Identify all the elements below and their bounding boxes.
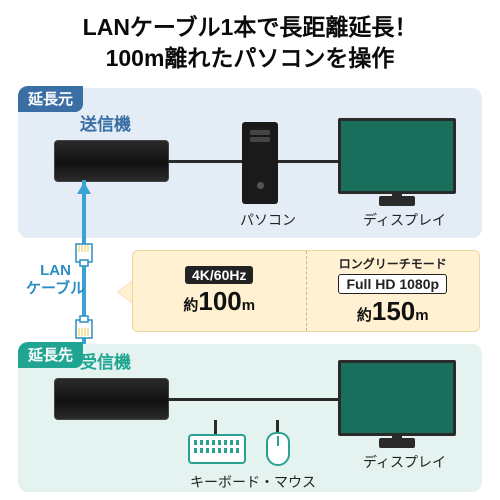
display-caption: ディスプレイ [363, 452, 446, 472]
zone-source: 延長元 送信機 パソコン ディスプレイ [18, 88, 482, 238]
rj45-bottom-icon [74, 314, 94, 340]
zone-destination: 延長先 受信機 ディスプレイ キーボード・マウス [18, 344, 482, 492]
keyboard-icon [188, 434, 246, 464]
mouse-icon [266, 432, 290, 466]
zone-source-label: 延長元 [18, 86, 83, 112]
mode-chip-fhd: Full HD 1080p [338, 274, 447, 294]
display-icon [338, 118, 456, 194]
arrow-up-icon [77, 182, 91, 194]
display-icon [338, 360, 456, 436]
headline-line2: 100m離れたパソコンを操作 [10, 43, 490, 74]
receiver-device [54, 378, 169, 420]
distance-callout: 4K/60Hz 約100m ロングリーチモード Full HD 1080p 約1… [132, 250, 480, 332]
pc-icon [242, 122, 278, 204]
receiver-label: 受信機 [80, 348, 131, 373]
lan-label: LANケーブル [26, 262, 85, 298]
pc-caption: パソコン [240, 210, 296, 230]
km-caption: キーボード・マウス [190, 472, 316, 492]
distance-col-longreach: ロングリーチモード Full HD 1080p 約150m [306, 251, 480, 331]
display-caption: ディスプレイ [363, 210, 446, 230]
zone-dest-label: 延長先 [18, 342, 83, 368]
distance-4k: 約100m [183, 286, 255, 317]
distance-fhd: 約150m [357, 296, 429, 327]
sender-label: 送信機 [80, 110, 131, 135]
longreach-label: ロングリーチモード [339, 255, 447, 272]
distance-col-4k: 4K/60Hz 約100m [133, 251, 306, 331]
cable-line [214, 420, 217, 434]
display-stand [379, 196, 415, 206]
transmitter-device [54, 140, 169, 182]
mode-chip-4k: 4K/60Hz [185, 266, 253, 284]
headline-line1: LANケーブル1本で長距離延長！ [10, 12, 490, 43]
display-stand [379, 438, 415, 448]
cable-line [168, 398, 338, 401]
headline: LANケーブル1本で長距離延長！ 100m離れたパソコンを操作 [0, 0, 500, 82]
